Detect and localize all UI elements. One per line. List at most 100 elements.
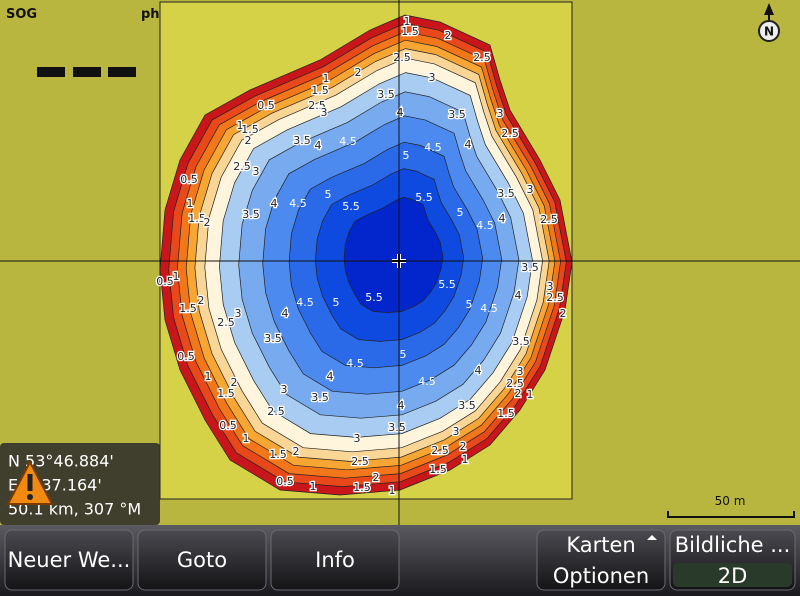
depth-label: 1: [237, 119, 244, 132]
softkey-bg: [137, 529, 267, 591]
softkey-label: Bildliche ...: [675, 533, 791, 557]
depth-label: 0.5: [219, 419, 237, 432]
depth-label: 4: [282, 307, 289, 320]
depth-label: 4.5: [480, 302, 498, 315]
depth-label: 1.5: [217, 387, 235, 400]
depth-label: 4.5: [418, 375, 436, 388]
position-panel: N 53°46.884' E 2°37.164' 50.1 km, 307 °M: [0, 443, 160, 525]
depth-label: 1.5: [311, 84, 329, 97]
depth-label: 2.5: [473, 51, 491, 64]
depth-label: 2.5: [546, 291, 564, 304]
depth-label: 3.5: [512, 335, 530, 348]
depth-label: 0.5: [180, 173, 198, 186]
cursor-core: [392, 254, 406, 268]
depth-label: 2: [231, 376, 238, 389]
depth-label: 2.5: [308, 99, 326, 112]
depth-label: 2: [204, 216, 211, 229]
compass-label: N: [764, 25, 774, 39]
depth-label: 2.5: [506, 377, 524, 390]
dashes: [37, 67, 136, 77]
depth-label: 5.5: [438, 278, 456, 291]
depth-label: 3.5: [242, 208, 260, 221]
depth-label: 2.5: [393, 51, 411, 64]
depth-label: 3: [429, 71, 436, 84]
depth-label: 1: [527, 388, 534, 401]
depth-label: 5: [403, 149, 410, 162]
depth-label: 3.5: [458, 399, 476, 412]
depth-label: 3: [497, 107, 504, 120]
depth-label: 1: [243, 432, 250, 445]
depth-label: 1.5: [269, 448, 287, 461]
depth-label: 3.5: [448, 108, 466, 121]
menu-arrow: [647, 535, 657, 540]
depth-label: 4.5: [289, 197, 307, 210]
softkey-lower: [673, 563, 792, 587]
depth-label: 1.5: [241, 123, 259, 136]
depth-label: 4: [475, 364, 482, 377]
softkey[interactable]: Info: [270, 529, 400, 591]
depth-label: 3.5: [497, 187, 515, 200]
depth-label: 3.5: [264, 332, 282, 345]
depth-label: 1: [310, 480, 317, 493]
depth-label: 0.5: [257, 99, 275, 112]
depth-label: 3: [527, 183, 534, 196]
depth-label: 4: [271, 197, 278, 210]
depth-label: 2: [515, 387, 522, 400]
depth-label: 2.5: [351, 455, 369, 468]
depth-label: 4: [327, 370, 334, 383]
softkey-label: Info: [315, 548, 355, 572]
depth-label: 3: [253, 165, 260, 178]
depth-label: 4: [397, 106, 404, 119]
latitude: N 53°46.884': [8, 452, 114, 471]
depth-label: 2.5: [431, 444, 449, 457]
depth-label: 2: [245, 134, 252, 147]
depth-label: 4: [499, 212, 506, 225]
softkey-sublabel: 2D: [718, 564, 748, 588]
softkey-label: Karten: [566, 533, 635, 557]
depth-label: 3.5: [377, 88, 395, 101]
depth-label: 2: [460, 440, 467, 453]
depth-label: 0.5: [156, 275, 174, 288]
depth-label: 4: [465, 138, 472, 151]
softkey-bg: [270, 529, 400, 591]
depth-label: 5: [400, 348, 407, 361]
softkey-bg: [4, 529, 134, 591]
softkey[interactable]: Goto: [137, 529, 267, 591]
depth-label: 5: [466, 298, 473, 311]
depth-label: 2.5: [540, 213, 558, 226]
depth-label: 5: [333, 296, 340, 309]
depth-label: 2.5: [267, 405, 285, 418]
depth-label: 4.5: [339, 135, 357, 148]
depth-label: 4: [398, 399, 405, 412]
depth-label: 4: [515, 289, 522, 302]
depth-label: 1: [323, 72, 330, 85]
depth-label: 1: [404, 15, 411, 28]
depth-label: 3: [321, 106, 328, 119]
depth-label: 4.5: [476, 219, 494, 232]
depth-label: 3: [281, 383, 288, 396]
softkey[interactable]: Bildliche ... 2D: [669, 529, 796, 591]
depth-label: 5.5: [365, 291, 383, 304]
depth-label: 1.5: [401, 25, 419, 38]
depth-label: 1.5: [179, 302, 197, 315]
depth-label: 5: [457, 206, 464, 219]
scale-bar: 50 m: [667, 494, 795, 518]
softkey[interactable]: Karten Optionen: [536, 529, 666, 591]
depth-label: 3.5: [388, 421, 406, 434]
depth-label: 1: [173, 270, 180, 283]
scale-label: 50 m: [715, 494, 746, 508]
depth-label: 1.5: [353, 481, 371, 494]
depth-label: 4: [315, 139, 322, 152]
depth-label: 5: [325, 188, 332, 201]
depth-label: 4.5: [424, 141, 442, 154]
softkey[interactable]: Neuer We...: [4, 529, 134, 591]
depth-label: 1.5: [429, 463, 447, 476]
softkey-label: Goto: [177, 548, 227, 572]
depth-label: 3: [235, 307, 242, 320]
depth-label: 0.5: [276, 475, 294, 488]
depth-label: 2: [293, 445, 300, 458]
depth-label: 2.5: [217, 316, 235, 329]
depth-label: 3: [354, 432, 361, 445]
depth-label: 2.5: [233, 160, 251, 173]
